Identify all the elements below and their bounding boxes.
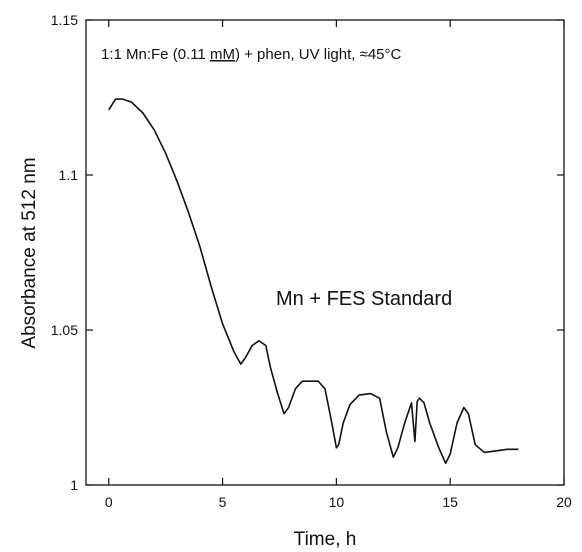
x-tick-label: 15 xyxy=(442,494,458,510)
x-tick-label: 10 xyxy=(329,494,345,510)
top-annotation-underlined: mM xyxy=(210,46,235,63)
y-axis-ticks: 1 1.05 1.1 1.15 xyxy=(51,12,564,493)
y-axis-title: Absorbance at 512 nm xyxy=(19,157,40,348)
top-annotation: 1:1 Mn:Fe (0.11 mM) + phen, UV light, ≈4… xyxy=(101,46,402,63)
y-tick-label: 1.1 xyxy=(59,167,79,183)
x-axis-ticks: 0 5 10 15 20 xyxy=(105,20,572,510)
x-axis-title: Time, h xyxy=(294,529,357,550)
y-tick-label: 1.15 xyxy=(51,12,78,28)
y-tick-label: 1.05 xyxy=(51,322,78,338)
plot-frame xyxy=(85,19,565,486)
series-line-absorbance xyxy=(108,98,519,465)
x-tick-label: 0 xyxy=(105,494,113,510)
series-annotation: Mn + FES Standard xyxy=(276,288,452,310)
top-annotation-part-1: 1:1 Mn:Fe (0.11 xyxy=(101,46,210,63)
x-tick-label: 20 xyxy=(556,494,572,510)
y-tick-label: 1 xyxy=(70,477,78,493)
x-tick-label: 5 xyxy=(219,494,227,510)
top-annotation-part-2: ) + phen, UV light, ≈45°C xyxy=(235,46,402,63)
